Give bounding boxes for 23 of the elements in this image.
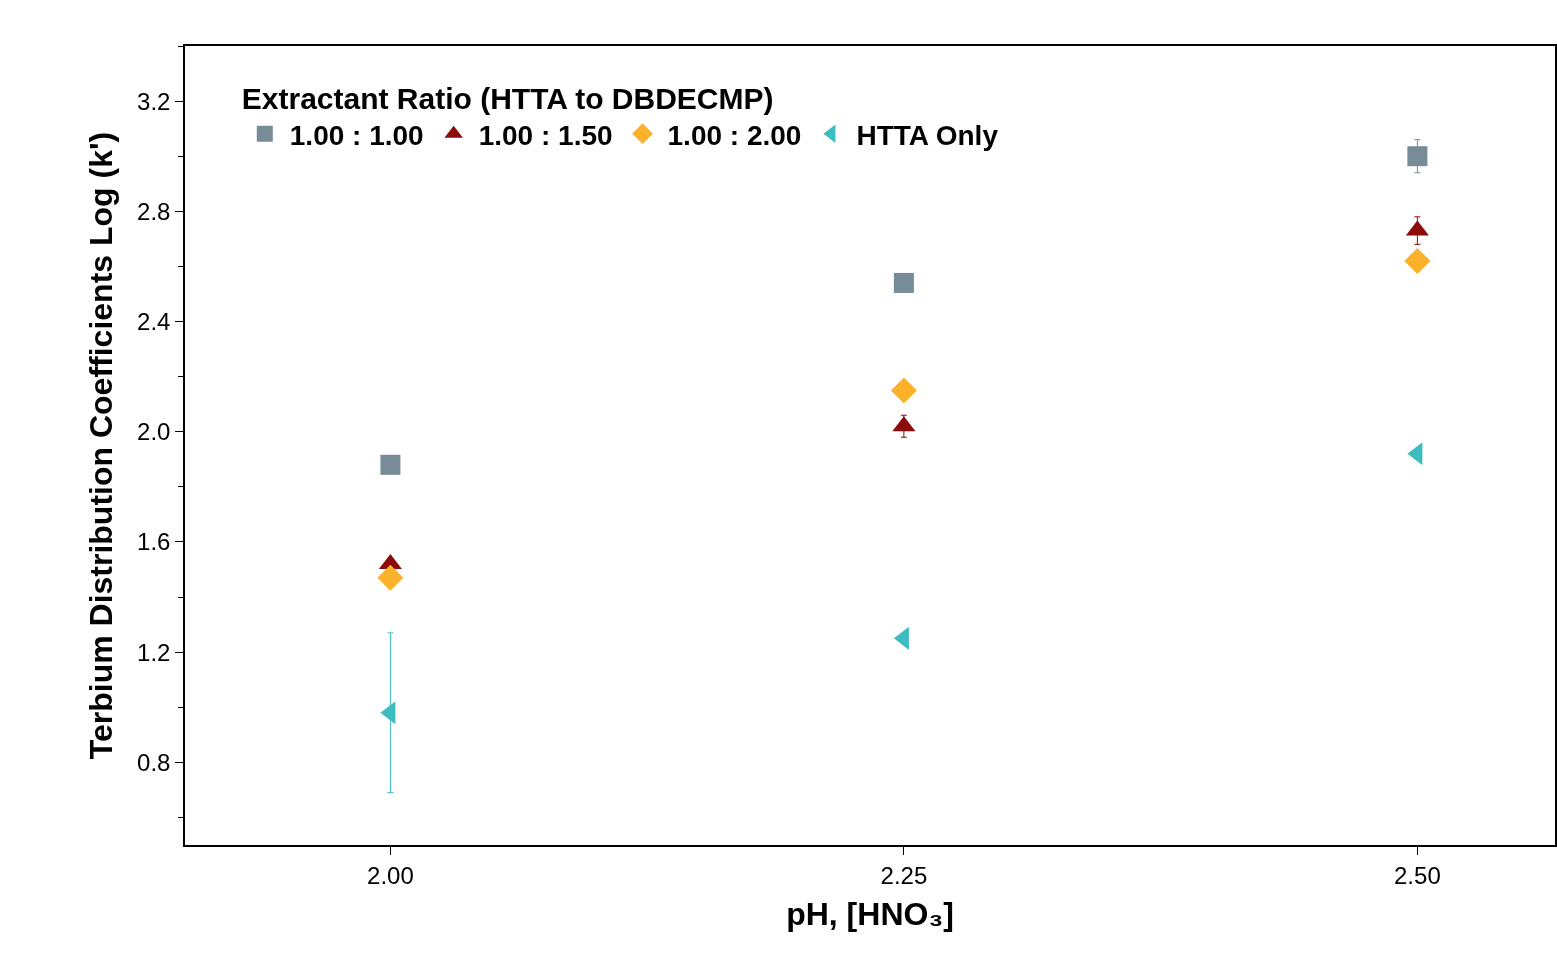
point	[1404, 247, 1431, 274]
y-tick-label: 1.2	[137, 638, 171, 666]
point	[893, 272, 914, 293]
point	[1407, 146, 1428, 167]
point	[380, 454, 401, 475]
legend-label: 1.00 : 1.00	[289, 119, 424, 151]
y-tick-label: 2.0	[137, 418, 171, 446]
y-tick-label: 1.6	[137, 528, 171, 556]
legend-label: HTTA Only	[856, 119, 999, 151]
x-tick-label: 2.50	[1394, 861, 1441, 889]
x-tick-label: 2.00	[367, 861, 414, 889]
y-tick-label: 2.8	[137, 197, 171, 225]
legend-label: 1.00 : 1.50	[478, 119, 613, 151]
y-tick-label: 3.2	[137, 87, 171, 115]
y-axis-title: Terbium Distribution Coefficients Log (k')	[82, 131, 119, 760]
x-axis-title: pH, [HNO₃]	[786, 895, 954, 932]
legend-title: Extractant Ratio (HTTA to DBDECMP)	[241, 81, 774, 115]
x-tick-label: 2.25	[880, 861, 928, 889]
y-tick-label: 2.4	[137, 307, 171, 335]
point	[377, 564, 404, 591]
legend-label: 1.00 : 2.00	[667, 119, 802, 151]
point	[890, 377, 917, 404]
y-tick-label: 0.8	[137, 748, 171, 776]
